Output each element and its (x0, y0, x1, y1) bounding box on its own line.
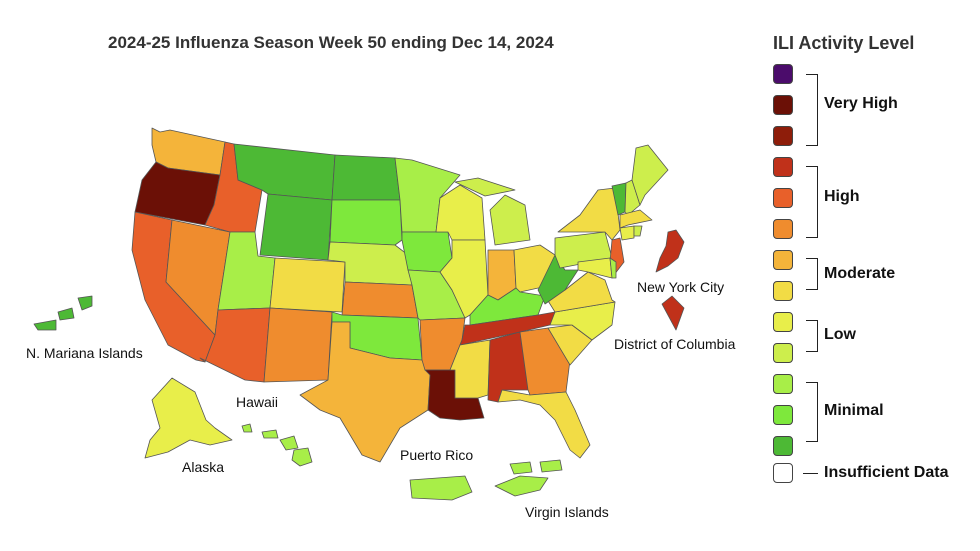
state-NH[interactable] (624, 179, 641, 216)
bracket-high (806, 166, 818, 238)
legend-swatch-level-3 (773, 374, 793, 394)
label-alaska: Alaska (182, 459, 224, 475)
territory-PR[interactable] (409, 475, 473, 501)
state-NM[interactable] (263, 307, 333, 383)
legend-group-minimal: Minimal (824, 402, 884, 419)
state-NY[interactable] (557, 187, 621, 241)
label-virgin-islands: Virgin Islands (525, 504, 609, 520)
legend-swatch-level-13 (773, 64, 793, 84)
bracket-minimal (806, 382, 818, 442)
state-SD[interactable] (329, 199, 403, 246)
state-MA[interactable] (619, 209, 653, 229)
state-FL[interactable] (497, 389, 591, 459)
inset-dc[interactable] (661, 295, 685, 331)
legend-swatch-level-9 (773, 188, 793, 208)
bracket-very-high (806, 74, 818, 146)
label-puerto-rico: Puerto Rico (400, 447, 473, 463)
territory-VI[interactable] (494, 459, 563, 497)
legend-swatch-level-6 (773, 281, 793, 301)
state-CT[interactable] (619, 225, 635, 241)
label-nmi: N. Mariana Islands (26, 345, 143, 361)
legend-group-high: High (824, 188, 860, 205)
legend-swatch-level-4 (773, 343, 793, 363)
legend-swatch-level-12 (773, 95, 793, 115)
state-HI[interactable] (241, 423, 313, 467)
legend-title: ILI Activity Level (773, 33, 915, 53)
state-RI[interactable] (633, 225, 643, 237)
state-AK[interactable] (144, 377, 233, 459)
map-title: 2024-25 Influenza Season Week 50 ending … (108, 33, 554, 52)
state-WY[interactable] (259, 193, 333, 261)
state-KS[interactable] (341, 281, 419, 319)
state-TX[interactable] (299, 321, 431, 463)
label-nyc: New York City (637, 279, 724, 295)
state-CO[interactable] (269, 257, 346, 313)
territory-MP[interactable] (33, 295, 93, 331)
state-MI[interactable] (489, 194, 531, 246)
legend-swatch-level-2 (773, 405, 793, 425)
legend-group-moderate: Moderate (824, 265, 896, 282)
state-DE[interactable] (609, 257, 617, 279)
legend-swatch-level-11 (773, 126, 793, 146)
state-IA[interactable] (401, 231, 453, 273)
legend-swatch-insufficient (773, 463, 793, 483)
legend-group-low: Low (824, 326, 856, 343)
legend-label-insufficient: Insufficient Data (824, 464, 949, 481)
label-dc: District of Columbia (614, 336, 736, 352)
legend-swatch-level-8 (773, 219, 793, 239)
legend-swatch-level-7 (773, 250, 793, 270)
state-ND[interactable] (331, 154, 401, 201)
state-ME[interactable] (631, 144, 669, 206)
legend-group-very-high: Very High (824, 95, 898, 112)
legend-swatch-level-5 (773, 312, 793, 332)
state-IL[interactable] (439, 239, 489, 319)
legend-dash-insufficient (803, 473, 818, 474)
bracket-moderate (806, 258, 818, 290)
state-MI-UP[interactable] (454, 177, 516, 197)
bracket-low (806, 320, 818, 352)
inset-nyc[interactable] (655, 229, 685, 273)
legend-swatch-level-1 (773, 436, 793, 456)
legend-swatch-level-10 (773, 157, 793, 177)
label-hawaii: Hawaii (236, 394, 278, 410)
